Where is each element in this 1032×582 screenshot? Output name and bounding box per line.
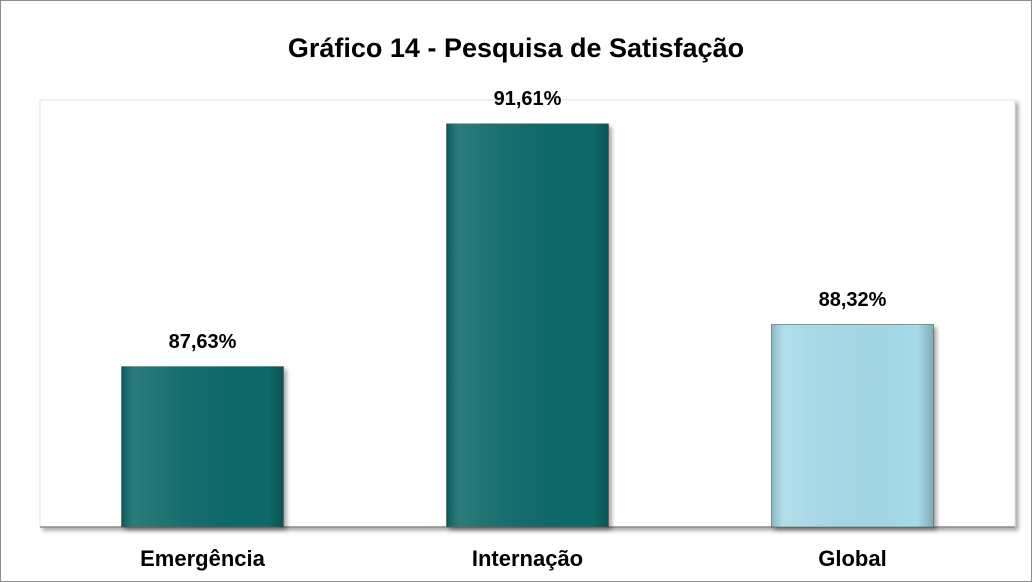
value-label: 88,32% (819, 289, 887, 311)
x-tick-label: Emergência (140, 546, 265, 571)
x-tick-label: Global (818, 546, 886, 571)
chart-title: Gráfico 14 - Pesquisa de Satisfação (288, 33, 744, 63)
bar-shade (121, 366, 284, 527)
x-tick-label: Internação (472, 546, 583, 571)
value-label: 91,61% (494, 88, 562, 110)
bar-shade (446, 123, 609, 527)
value-label: 87,63% (169, 331, 237, 353)
bar-shade (771, 324, 934, 527)
